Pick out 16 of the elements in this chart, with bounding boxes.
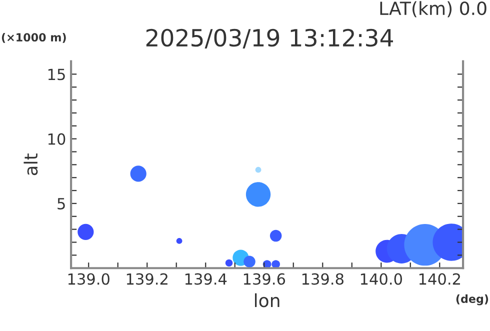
x-axis-title: lon — [255, 293, 280, 308]
y-axis-title: alt — [24, 154, 38, 176]
x-tick-label: 140.0 — [360, 273, 402, 285]
chart-title: 2025/03/19 13:12:34 — [146, 28, 393, 49]
x-tick-label: 139.4 — [185, 273, 227, 285]
text: (deg) — [456, 294, 488, 306]
x-tick-label: 139.8 — [302, 273, 344, 285]
text: (×1000 m) — [2, 32, 66, 43]
chart-subtitle: LAT(km) 0.0 — [380, 1, 486, 18]
x-tick-label: 139.6 — [244, 273, 286, 285]
x-tick-label: 139.0 — [68, 273, 110, 285]
y-tick-label: 10 — [48, 133, 66, 145]
y-tick-label: 15 — [48, 68, 65, 80]
y-tick-label: 5 — [58, 198, 65, 210]
x-tick-label: 139.2 — [126, 273, 168, 285]
x-tick-label: 140.2 — [419, 273, 460, 285]
